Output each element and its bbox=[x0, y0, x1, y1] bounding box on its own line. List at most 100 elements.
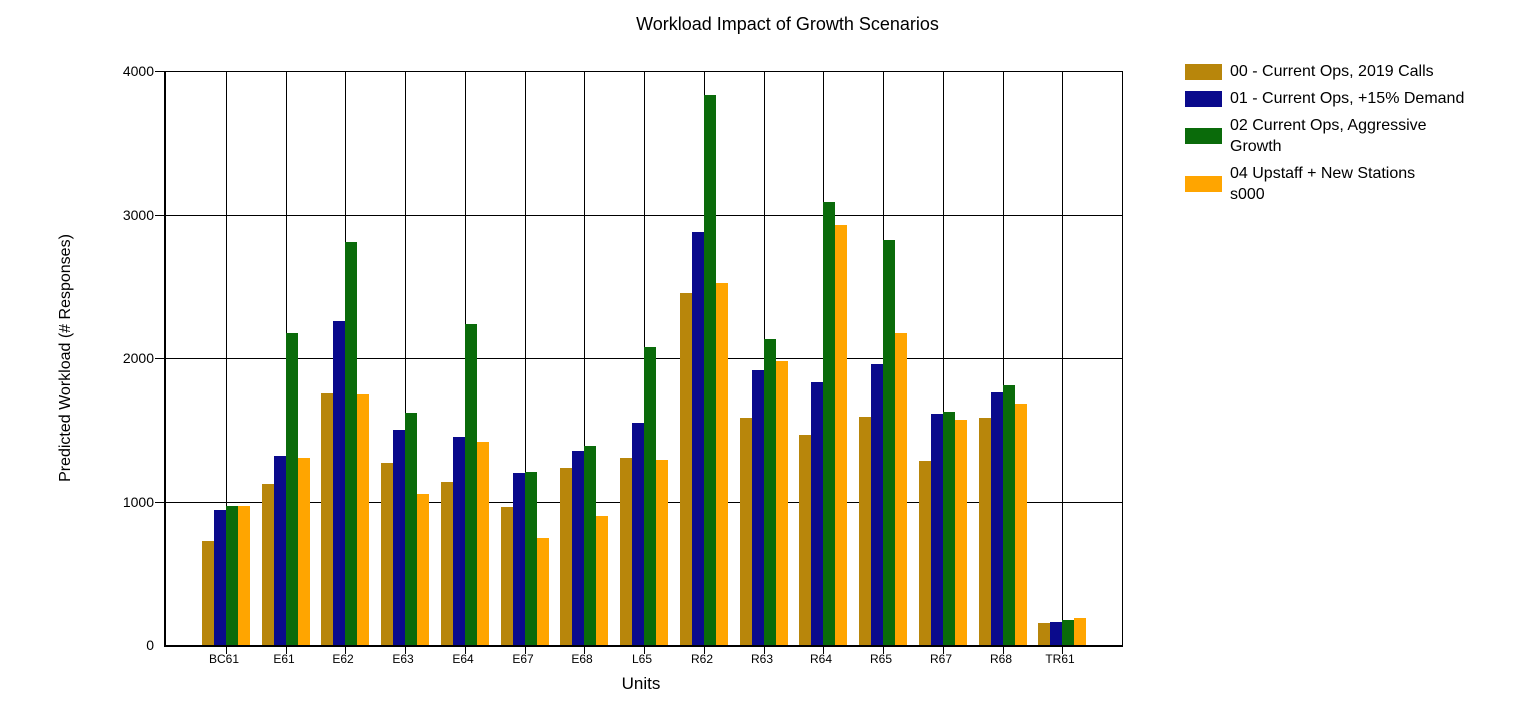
bar-R67-series-1 bbox=[931, 414, 943, 645]
x-axis-label: Units bbox=[621, 674, 661, 693]
bar-R63-series-0 bbox=[740, 418, 752, 645]
bar-E62-series-3 bbox=[357, 394, 369, 645]
bar-E63-series-1 bbox=[393, 430, 405, 645]
bar-R62-series-2 bbox=[704, 95, 716, 645]
x-tick bbox=[1003, 645, 1004, 654]
bar-R62-series-1 bbox=[692, 232, 704, 645]
x-tick bbox=[704, 645, 705, 654]
y-tick-label: 2000 bbox=[122, 350, 154, 366]
gridline-x-R67 bbox=[943, 71, 944, 645]
bar-E62-series-0 bbox=[321, 393, 333, 645]
x-tick bbox=[764, 645, 765, 654]
gridline-x-E63 bbox=[405, 71, 406, 645]
bar-E67-series-1 bbox=[513, 473, 525, 645]
x-tick-label-E62: E62 bbox=[332, 652, 354, 666]
bar-E61-series-3 bbox=[298, 458, 310, 645]
y-tick bbox=[155, 358, 166, 359]
legend-label-0: 00 - Current Ops, 2019 Calls bbox=[1230, 63, 1434, 80]
bar-R67-series-0 bbox=[919, 461, 931, 645]
bar-R68-series-0 bbox=[979, 418, 991, 645]
bar-E61-series-1 bbox=[274, 456, 286, 645]
legend-item-3: 04 Upstaff + New Stations s000 bbox=[1185, 163, 1515, 205]
y-tick bbox=[155, 215, 166, 216]
legend: 00 - Current Ops, 2019 Calls 01 - Current… bbox=[1185, 61, 1515, 211]
bar-R63-series-2 bbox=[764, 339, 776, 645]
bar-E68-series-3 bbox=[596, 516, 608, 645]
y-tick-label: 4000 bbox=[122, 63, 154, 79]
x-tick-label-E63: E63 bbox=[392, 652, 414, 666]
bar-R68-series-1 bbox=[991, 392, 1003, 645]
bar-TR61-series-3 bbox=[1074, 618, 1086, 645]
bar-E61-series-0 bbox=[262, 484, 274, 645]
bar-E64-series-0 bbox=[441, 482, 453, 645]
gridline-x-R68 bbox=[1003, 71, 1004, 645]
x-tick-label-R65: R65 bbox=[869, 652, 892, 666]
bar-R63-series-3 bbox=[776, 361, 788, 645]
gridline-x-BC61 bbox=[226, 71, 227, 645]
bar-L65-series-1 bbox=[632, 423, 644, 645]
legend-label-2: 02 Current Ops, Aggressive Growth bbox=[1230, 117, 1427, 155]
bar-E63-series-0 bbox=[381, 463, 393, 645]
y-tick-label: 0 bbox=[146, 637, 154, 653]
bar-E68-series-1 bbox=[572, 451, 584, 645]
x-tick bbox=[943, 645, 944, 654]
x-tick-label-E68: E68 bbox=[571, 652, 593, 666]
x-tick-label-L65: L65 bbox=[631, 652, 653, 666]
x-tick bbox=[644, 645, 645, 654]
bar-E64-series-2 bbox=[465, 324, 477, 645]
y-axis-label: Predicted Workload (# Responses) bbox=[57, 234, 74, 482]
legend-item-2: 02 Current Ops, Aggressive Growth bbox=[1185, 115, 1515, 157]
gridline-x-TR61 bbox=[1062, 71, 1063, 645]
y-tick bbox=[155, 71, 166, 72]
x-tick bbox=[1062, 645, 1063, 654]
x-tick bbox=[226, 645, 227, 654]
bar-TR61-series-2 bbox=[1062, 620, 1074, 645]
x-tick bbox=[823, 645, 824, 654]
legend-item-0: 00 - Current Ops, 2019 Calls bbox=[1185, 61, 1515, 82]
x-tick bbox=[465, 645, 466, 654]
x-tick-label-TR61: TR61 bbox=[1045, 652, 1075, 666]
bar-TR61-series-1 bbox=[1050, 622, 1062, 645]
legend-swatch-3 bbox=[1185, 176, 1222, 192]
plot-area bbox=[155, 71, 1123, 654]
bar-R64-series-2 bbox=[823, 202, 835, 645]
bar-E67-series-0 bbox=[501, 507, 513, 645]
x-tick bbox=[286, 645, 287, 654]
bar-BC61-series-2 bbox=[226, 506, 238, 645]
legend-item-1: 01 - Current Ops, +15% Demand bbox=[1185, 88, 1515, 109]
bar-R62-series-3 bbox=[716, 283, 728, 645]
gridline-x-E67 bbox=[525, 71, 526, 645]
y-tick-label: 1000 bbox=[122, 494, 154, 510]
bar-BC61-series-0 bbox=[202, 541, 214, 645]
bar-R67-series-3 bbox=[955, 420, 967, 645]
bar-R65-series-3 bbox=[895, 333, 907, 645]
bar-E62-series-1 bbox=[333, 321, 345, 645]
bar-R64-series-1 bbox=[811, 382, 823, 645]
bar-R65-series-2 bbox=[883, 240, 895, 645]
x-tick-label-E64: E64 bbox=[452, 652, 474, 666]
bar-R62-series-0 bbox=[680, 293, 692, 645]
legend-swatch-2 bbox=[1185, 128, 1222, 144]
chart-title: Workload Impact of Growth Scenarios bbox=[636, 14, 939, 34]
legend-swatch-1 bbox=[1185, 90, 1222, 107]
bar-BC61-series-3 bbox=[238, 506, 250, 645]
x-tick-label-R68: R68 bbox=[989, 652, 1012, 666]
x-tick-label-R62: R62 bbox=[690, 652, 713, 666]
x-tick-label-R67: R67 bbox=[929, 652, 952, 666]
y-tick bbox=[155, 502, 166, 503]
gridline-x-E68 bbox=[584, 71, 585, 645]
bar-L65-series-3 bbox=[656, 460, 668, 645]
bar-E67-series-3 bbox=[537, 538, 549, 645]
bar-E63-series-3 bbox=[417, 494, 429, 645]
bar-R63-series-1 bbox=[752, 370, 764, 645]
legend-label-3: 04 Upstaff + New Stations s000 bbox=[1230, 165, 1416, 203]
x-tick bbox=[883, 645, 884, 654]
bar-TR61-series-0 bbox=[1038, 623, 1050, 645]
bar-R65-series-1 bbox=[871, 364, 883, 645]
y-tick-label: 3000 bbox=[122, 207, 154, 223]
x-tick-label-R64: R64 bbox=[809, 652, 832, 666]
bar-E62-series-2 bbox=[345, 242, 357, 645]
x-tick-label-BC61: BC61 bbox=[208, 652, 240, 666]
x-tick bbox=[405, 645, 406, 654]
